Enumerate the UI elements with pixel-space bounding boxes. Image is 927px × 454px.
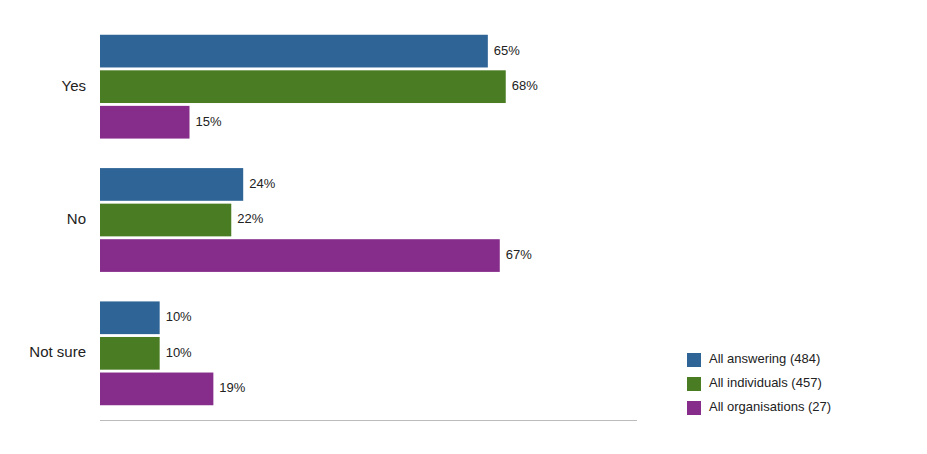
data-label: 65% [494,43,520,58]
legend-swatch [687,353,701,367]
category-label: No [67,210,86,227]
data-label: 19% [219,380,245,395]
bar [100,239,500,272]
data-label: 67% [506,247,532,262]
axis-line [100,420,637,421]
chart: Yes 65% 68% 15% No 24% 22% 67% Not sure 10% 10% 19%… [0,0,927,454]
category-label: Yes [62,77,86,94]
bar [100,35,488,68]
legend: All answering (484) All individuals (457)… [687,351,831,415]
bar [100,204,231,237]
bar [100,337,160,370]
data-label: 15% [196,114,222,129]
data-label: 24% [249,176,275,191]
bar [100,168,243,201]
data-label: 10% [166,309,192,324]
bar [100,373,213,406]
legend-swatch [687,401,701,415]
data-label: 10% [166,345,192,360]
legend-swatch [687,377,701,391]
category-label: Not sure [29,343,86,360]
labels: Yes 65% 68% 15% No 24% 22% 67% Not sure 10% 10% 19% [29,43,538,396]
legend-label: All answering (484) [709,351,820,366]
bar [100,301,160,334]
data-label: 68% [512,78,538,93]
bar [100,70,506,103]
legend-label: All individuals (457) [709,375,822,390]
bars [100,35,506,405]
data-label: 22% [237,211,263,226]
bar [100,106,190,139]
legend-label: All organisations (27) [709,399,831,414]
